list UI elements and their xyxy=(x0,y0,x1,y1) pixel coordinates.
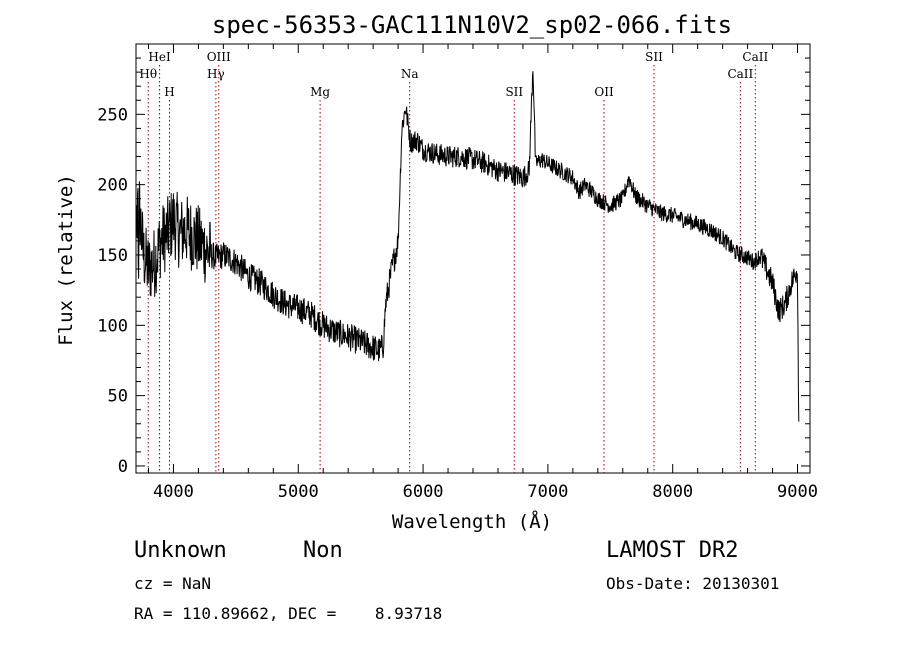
y-tick-label: 150 xyxy=(97,246,128,266)
x-tick-label: 8000 xyxy=(652,482,693,502)
spectral-line-label: SII xyxy=(505,85,523,99)
y-tick-label: 200 xyxy=(97,176,128,196)
survey-name: LAMOST DR2 xyxy=(606,538,739,563)
x-tick-label: 6000 xyxy=(403,482,444,502)
coordinates: RA = 110.89662, DEC = 8.93718 xyxy=(134,604,443,623)
x-tick-label: 7000 xyxy=(527,482,568,502)
spectral-line-label: OII xyxy=(594,85,614,99)
obs-date: Obs-Date: 20130301 xyxy=(606,574,780,593)
spectral-line-markers: Hθ HeI H OIII Hγ Mg Na SII OII SII CaII CaII xyxy=(139,50,768,473)
spectral-line-label: CaII xyxy=(727,67,753,81)
spectrum-line xyxy=(135,71,800,422)
y-tick-label: 0 xyxy=(118,457,128,477)
spectral-line-label: Hθ xyxy=(139,67,157,81)
x-tick-label: 5000 xyxy=(278,482,319,502)
spectral-line-label: HeI xyxy=(148,50,171,64)
spectral-line-label: Na xyxy=(401,67,419,81)
spectral-line-label: OIII xyxy=(207,50,231,64)
y-axis-label: Flux (relative) xyxy=(55,174,77,346)
x-axis-label: Wavelength (Å) xyxy=(392,510,552,533)
spectral-line-label: CaII xyxy=(742,50,768,64)
spectral-line-label: Mg xyxy=(310,85,330,99)
y-tick-label: 250 xyxy=(97,105,128,125)
spectral-line-label: Hγ xyxy=(207,67,225,81)
chart-title: spec-56353-GAC111N10V2_sp02-066.fits xyxy=(212,11,732,39)
y-tick-label: 100 xyxy=(97,316,128,336)
spectral-line-label: SII xyxy=(645,50,663,64)
object-class: Unknown xyxy=(134,538,227,563)
x-tick-label: 9000 xyxy=(777,482,818,502)
spectral-line-label: H xyxy=(164,85,174,99)
x-tick-label: 4000 xyxy=(153,482,194,502)
object-subclass: Non xyxy=(303,538,343,563)
cz-value: cz = NaN xyxy=(134,574,212,593)
y-tick-label: 50 xyxy=(108,387,128,407)
